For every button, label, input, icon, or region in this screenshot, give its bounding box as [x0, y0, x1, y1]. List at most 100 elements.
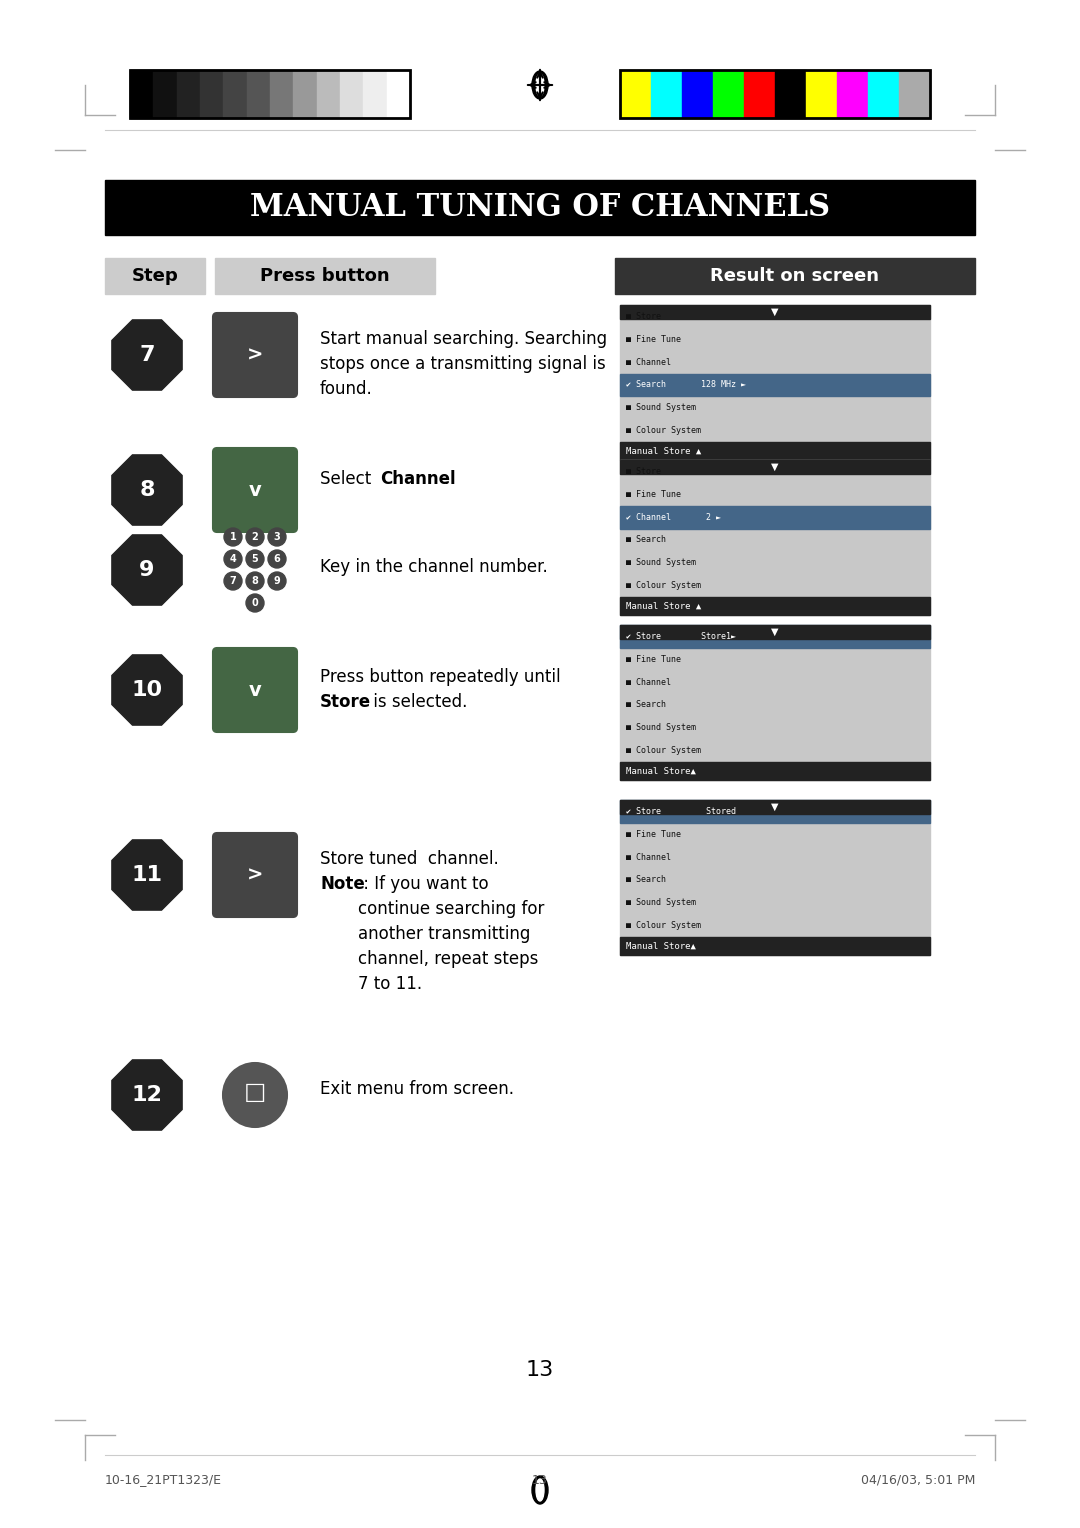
Bar	[294, 70, 316, 118]
Bar	[744, 70, 775, 118]
Text: MANUAL TUNING OF CHANNELS: MANUAL TUNING OF CHANNELS	[249, 193, 831, 223]
Text: ■ Search: ■ Search	[626, 535, 666, 544]
Bar	[620, 625, 930, 639]
Circle shape	[224, 571, 242, 590]
Text: ■ Colour System: ■ Colour System	[626, 426, 701, 435]
Text: ■ Sound System: ■ Sound System	[626, 403, 696, 413]
Bar	[620, 801, 930, 955]
Text: 9: 9	[139, 559, 154, 581]
Bar	[270, 70, 294, 118]
Text: ■ Fine Tune: ■ Fine Tune	[626, 490, 681, 498]
Circle shape	[246, 550, 264, 568]
Bar	[620, 625, 930, 779]
Bar	[130, 70, 153, 118]
Text: Note: Note	[320, 876, 365, 892]
Text: 8: 8	[252, 576, 258, 587]
Bar	[620, 70, 651, 118]
Text: >: >	[247, 345, 264, 365]
Text: ▼: ▼	[771, 461, 779, 472]
Bar	[215, 258, 435, 293]
Text: .: .	[443, 471, 448, 487]
Text: ✔ Store        Store1►: ✔ Store Store1►	[626, 633, 735, 640]
Text: 13: 13	[526, 1360, 554, 1380]
Text: Manual Store ▲: Manual Store ▲	[626, 446, 701, 455]
Text: 2: 2	[252, 532, 258, 542]
Text: 7: 7	[139, 345, 154, 365]
Circle shape	[222, 1063, 287, 1128]
Text: ■ Search: ■ Search	[626, 700, 666, 709]
Text: ■ Colour System: ■ Colour System	[626, 746, 701, 755]
Text: Channel: Channel	[380, 471, 456, 487]
Text: is selected.: is selected.	[368, 694, 468, 711]
Bar	[316, 70, 340, 118]
Text: Manual Store▲: Manual Store▲	[626, 767, 696, 776]
Text: Step: Step	[132, 267, 178, 286]
Polygon shape	[112, 1060, 183, 1131]
Text: ■ Store: ■ Store	[626, 468, 661, 475]
FancyBboxPatch shape	[213, 448, 297, 532]
Ellipse shape	[532, 70, 548, 99]
Text: ☐: ☐	[244, 1083, 266, 1106]
Text: ✔ Store         Stored: ✔ Store Stored	[626, 807, 735, 816]
Circle shape	[268, 550, 286, 568]
Bar	[620, 506, 930, 529]
Bar	[837, 70, 868, 118]
Bar	[620, 306, 930, 460]
Bar	[775, 70, 806, 118]
Text: ▼: ▼	[771, 307, 779, 316]
Bar	[153, 70, 177, 118]
Text: 1: 1	[230, 532, 237, 542]
Text: ■ Channel: ■ Channel	[626, 853, 671, 862]
Text: Key in the channel number.: Key in the channel number.	[320, 558, 548, 576]
Bar	[620, 597, 930, 614]
Text: 7: 7	[230, 576, 237, 587]
Text: ■ Fine Tune: ■ Fine Tune	[626, 335, 681, 344]
Text: ✔ Channel       2 ►: ✔ Channel 2 ►	[626, 512, 721, 521]
Bar	[620, 460, 930, 474]
Text: v: v	[248, 480, 261, 500]
Text: 6: 6	[273, 555, 281, 564]
Bar	[177, 70, 200, 118]
Text: ■ Channel: ■ Channel	[626, 358, 671, 367]
Text: 13: 13	[532, 1473, 548, 1487]
Bar	[363, 70, 387, 118]
Text: 8: 8	[139, 480, 154, 500]
FancyBboxPatch shape	[213, 833, 297, 917]
Text: 12: 12	[132, 1085, 162, 1105]
Text: Store tuned  channel.: Store tuned channel.	[320, 850, 499, 868]
Text: Select: Select	[320, 471, 377, 487]
Bar	[713, 70, 744, 118]
Polygon shape	[112, 840, 183, 911]
Bar	[620, 801, 930, 814]
Polygon shape	[112, 656, 183, 726]
Bar	[200, 70, 224, 118]
Text: : If you want to
continue searching for
another transmitting
channel, repeat ste: : If you want to continue searching for …	[357, 876, 544, 993]
Circle shape	[224, 529, 242, 545]
FancyBboxPatch shape	[213, 313, 297, 397]
Circle shape	[246, 529, 264, 545]
Text: Start manual searching. Searching
stops once a transmitting signal is
found.: Start manual searching. Searching stops …	[320, 330, 607, 397]
Ellipse shape	[536, 1479, 544, 1500]
Bar	[620, 625, 930, 648]
Text: 0: 0	[252, 597, 258, 608]
Bar	[620, 442, 930, 460]
Ellipse shape	[532, 1476, 548, 1504]
Text: ■ Sound System: ■ Sound System	[626, 723, 696, 732]
Text: 3: 3	[273, 532, 281, 542]
Text: 4: 4	[230, 555, 237, 564]
Circle shape	[246, 571, 264, 590]
Text: >: >	[247, 865, 264, 885]
Text: Press button: Press button	[260, 267, 390, 286]
Bar	[868, 70, 899, 118]
Circle shape	[268, 571, 286, 590]
Text: ■ Store: ■ Store	[626, 312, 661, 321]
Circle shape	[246, 594, 264, 613]
Polygon shape	[112, 319, 183, 390]
Bar	[340, 70, 363, 118]
Bar	[806, 70, 837, 118]
Circle shape	[268, 529, 286, 545]
Bar	[224, 70, 246, 118]
Bar	[681, 70, 713, 118]
Text: Store: Store	[320, 694, 372, 711]
Text: Result on screen: Result on screen	[711, 267, 879, 286]
